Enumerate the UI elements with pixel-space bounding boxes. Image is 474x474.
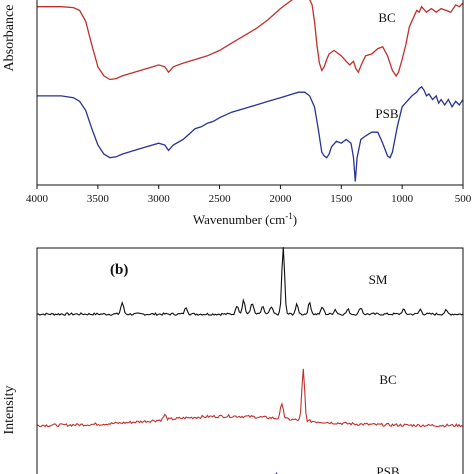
ftir-x-tick-label: 1000 xyxy=(391,193,414,205)
ftir-x-tick-label: 500 xyxy=(455,193,472,205)
ftir-x-tick-label: 2500 xyxy=(209,193,232,205)
raman-panel: SM BC PSB (b) Intensity xyxy=(2,247,464,474)
raman-series-sm-line xyxy=(36,247,464,317)
raman-y-axis-label: Intensity xyxy=(2,386,17,435)
raman-series-group xyxy=(36,247,464,474)
ftir-panel: 4000 3500 3000 2500 2000 1500 1000 500 BC PSB Ab… xyxy=(2,0,472,227)
ftir-plot-frame xyxy=(36,0,464,186)
ftir-series-bc-line xyxy=(37,0,464,81)
raman-series-labels: SM BC PSB xyxy=(369,272,400,474)
ftir-x-tick-label: 2000 xyxy=(269,193,292,205)
ftir-x-tick-label: 3500 xyxy=(87,193,110,205)
ftir-x-ticks: 4000 3500 3000 2500 2000 1500 1000 500 xyxy=(26,185,472,205)
ftir-x-tick-label: 3000 xyxy=(148,193,171,205)
raman-series-bc-line xyxy=(36,368,464,428)
ftir-series-label-psb: PSB xyxy=(375,106,398,121)
raman-series-label-sm: SM xyxy=(369,272,388,287)
ftir-series-psb-line xyxy=(37,85,464,182)
ftir-x-axis-label-sup: -1 xyxy=(285,211,293,221)
ftir-series-labels: BC PSB xyxy=(375,10,398,121)
raman-panel-label: (b) xyxy=(110,262,128,278)
ftir-x-axis-label: Wavenumber (cm-1) xyxy=(193,211,297,227)
ftir-series-group xyxy=(37,0,464,182)
raman-series-label-bc: BC xyxy=(379,372,396,387)
raman-plot-frame xyxy=(36,247,464,474)
ftir-x-axis-label-main: Wavenumber (cm xyxy=(193,212,285,227)
ftir-x-tick-label: 4000 xyxy=(26,193,49,205)
raman-series-label-psb: PSB xyxy=(376,464,399,474)
ftir-series-label-bc: BC xyxy=(378,10,395,25)
ftir-x-tick-label: 1500 xyxy=(330,193,353,205)
ftir-y-axis-label: Absorbance xyxy=(2,5,17,72)
ftir-x-axis-label-close: ) xyxy=(293,212,297,227)
